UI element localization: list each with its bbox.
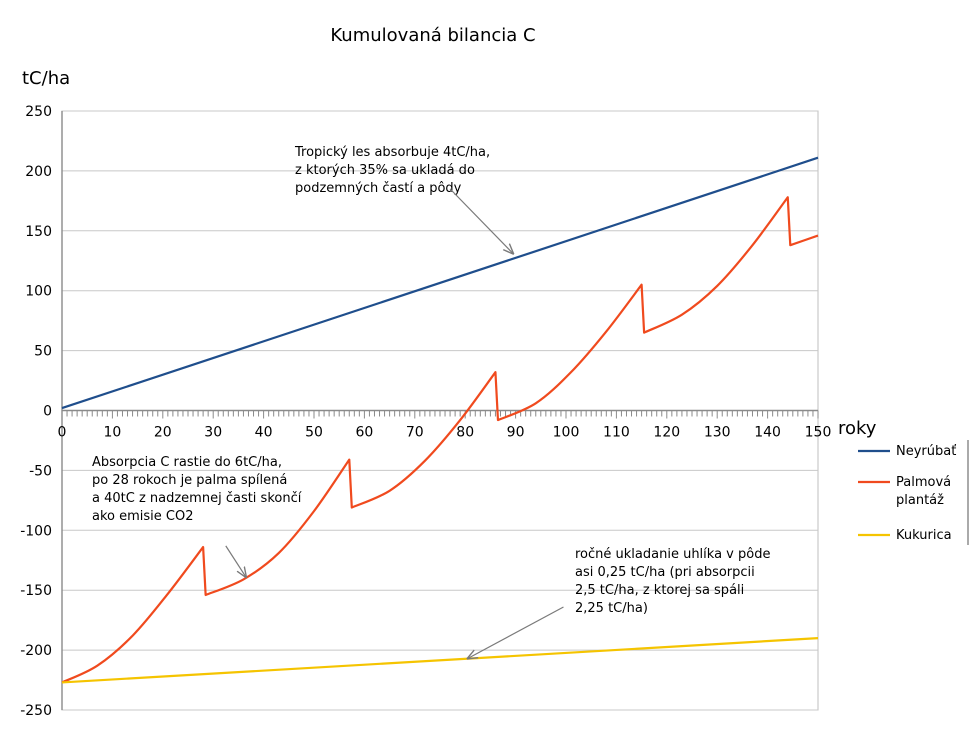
y-tick-label: 200 <box>25 164 52 180</box>
x-tick-label: 130 <box>704 425 731 441</box>
x-tick-label: 70 <box>406 425 424 441</box>
y-tick-label: -250 <box>20 703 52 719</box>
series-kukurica <box>61 637 819 684</box>
legend-label: Kukurica <box>896 528 952 543</box>
legend-label-part: Palmová <box>896 475 951 490</box>
annotation-line: z ktorých 35% sa ukladá do <box>295 163 475 178</box>
x-tick-label: 40 <box>255 425 273 441</box>
x-tick-label: 100 <box>553 425 580 441</box>
y-tick-label: -100 <box>20 523 52 539</box>
annotation-line: po 28 rokoch je palma spílená <box>92 473 287 488</box>
x-tick-label: 80 <box>456 425 474 441</box>
x-tick-label: 60 <box>355 425 373 441</box>
annotation-line: Absorpcia C rastie do 6tC/ha, <box>92 455 282 470</box>
x-tick-label: 20 <box>154 425 172 441</box>
x-tick-label: 90 <box>507 425 525 441</box>
annotation-line: ako emisie CO2 <box>92 509 194 524</box>
x-tick-label: 0 <box>58 425 67 441</box>
y-tick-label: 100 <box>25 284 52 300</box>
annotation-line: a 40tC z nadzemnej časti skončí <box>92 491 302 506</box>
legend-label-part: Kukurica <box>896 528 952 543</box>
series-neyrubat <box>61 156 819 410</box>
x-tick-label: 30 <box>204 425 222 441</box>
y-tick-label: 150 <box>25 224 52 240</box>
annotation-text: ročné ukladanie uhlíka v pôde asi 0,25 tC… <box>575 547 770 616</box>
x-tick-label: 110 <box>603 425 630 441</box>
grid <box>61 110 819 711</box>
annotation-line: podzemných častí a pôdy <box>295 181 462 196</box>
y-tick-label: -200 <box>20 643 52 659</box>
x-tick-label: 140 <box>754 425 781 441</box>
annotations: Tropický les absorbuje 4tC/ha, z ktorých … <box>92 145 770 658</box>
y-tick-label: -50 <box>29 463 52 479</box>
y-tick-label: -150 <box>20 583 52 599</box>
annotation-arrow <box>449 188 513 254</box>
x-axis-label: roky <box>838 418 877 439</box>
annotation-line: 2,25 tC/ha) <box>575 601 648 616</box>
legend-label-part: plantáž <box>896 493 944 508</box>
y-tick-label: 250 <box>25 104 52 120</box>
x-tick-label: 10 <box>103 425 121 441</box>
annotation-line: 2,5 tC/ha, z ktorej sa spáli <box>575 583 744 598</box>
legend: Neyrúbať Palmová plantáž Kukurica <box>858 440 969 545</box>
annotation-arrow <box>225 545 246 577</box>
annotation-text: Tropický les absorbuje 4tC/ha, z ktorých … <box>294 145 490 196</box>
x-tick-label: 50 <box>305 425 323 441</box>
chart-title: Kumulovaná bilancia C <box>330 25 535 46</box>
x-tick-label: 150 <box>805 425 832 441</box>
legend-label-part: Neyrúbať <box>896 444 956 459</box>
series-layer <box>61 156 819 684</box>
annotation-line: Tropický les absorbuje 4tC/ha, <box>294 145 490 160</box>
annotation-line: ročné ukladanie uhlíka v pôde <box>575 547 770 562</box>
y-axis-label: tC/ha <box>22 68 70 89</box>
series-palmova-plantaz <box>61 196 819 684</box>
y-tick-label: 50 <box>34 344 52 360</box>
annotation-line: asi 0,25 tC/ha (pri absorpcii <box>575 565 755 580</box>
legend-label: Neyrúbať <box>896 444 956 459</box>
x-tick-label: 120 <box>653 425 680 441</box>
annotation-arrow <box>468 606 564 659</box>
legend-label: Palmová plantáž <box>896 475 951 508</box>
axes: 250 200 150 100 50 0 -50 -100 -150 -200 -250 0 10 20 3… <box>20 104 831 719</box>
annotation-text: Absorpcia C rastie do 6tC/ha, po 28 rokoc… <box>92 455 302 524</box>
y-tick-label: 0 <box>43 404 52 420</box>
